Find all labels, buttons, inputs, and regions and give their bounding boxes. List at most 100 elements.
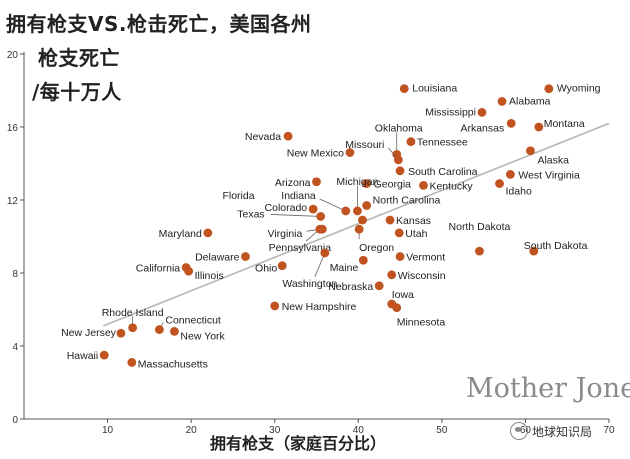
point-label: Nebraska <box>328 281 373 293</box>
y-tick-label: 8 <box>12 269 18 280</box>
point-label: Oregon <box>359 242 394 254</box>
y-tick-label: 16 <box>7 123 19 134</box>
point-label: Wyoming <box>557 83 601 95</box>
point-label: Mississippi <box>425 106 476 118</box>
point-label: Alabama <box>509 95 551 107</box>
data-point <box>385 215 395 225</box>
data-point <box>308 204 318 214</box>
point-label: Hawaii <box>67 350 99 362</box>
data-point <box>394 228 404 238</box>
point-label: New Hampshire <box>282 301 357 313</box>
point-label: Georgia <box>374 179 412 191</box>
trend-line <box>103 122 610 327</box>
data-point <box>529 246 539 256</box>
point-label: Minnesota <box>397 317 446 329</box>
data-point <box>170 327 179 336</box>
data-point <box>283 131 293 141</box>
point-label: Florida <box>222 190 254 202</box>
data-point <box>399 84 409 94</box>
point-label: Maryland <box>159 228 202 240</box>
data-point <box>544 84 554 94</box>
x-tick-label: 50 <box>436 425 448 436</box>
leader-line <box>270 214 321 217</box>
point-label: Oklahoma <box>375 122 423 134</box>
point-label: Kansas <box>396 215 431 227</box>
point-label: Wisconsin <box>398 270 446 282</box>
point-label: Vermont <box>406 252 445 264</box>
chart-title: 拥有枪支VS.枪击死亡，美国各州 <box>6 12 312 36</box>
data-point <box>534 122 544 132</box>
point-label: Utah <box>405 228 427 240</box>
data-point <box>387 270 397 280</box>
point-label: Alaska <box>537 155 569 167</box>
point-label: Pennsylvania <box>269 242 332 254</box>
data-point <box>358 255 368 265</box>
data-point <box>320 248 330 258</box>
point-label: North Carolina <box>373 194 441 206</box>
point-label: Missouri <box>345 139 384 151</box>
point-label: Maine <box>330 262 359 274</box>
point-label: Nevada <box>245 131 281 143</box>
data-point <box>184 266 194 276</box>
point-label: Kentucky <box>429 180 473 192</box>
point-label: Rhode Island <box>102 307 164 319</box>
data-point <box>154 325 164 334</box>
data-point <box>374 281 384 291</box>
point-label: Washington <box>282 278 337 290</box>
data-point <box>362 201 372 210</box>
data-point <box>270 301 280 311</box>
chart-subtitle-line2: /每十万人 <box>32 80 122 104</box>
data-point <box>395 166 405 176</box>
point-label: Connecticut <box>165 315 221 327</box>
data-point <box>495 179 504 188</box>
point-label: Indiana <box>281 190 316 202</box>
point-label: Arkansas <box>460 122 504 134</box>
x-tick-label: 30 <box>269 425 281 436</box>
data-point <box>316 212 326 221</box>
point-label: Idaho <box>506 186 532 198</box>
data-point <box>116 328 126 338</box>
brand-logo: Mother Jones <box>466 373 630 404</box>
data-point <box>362 179 372 188</box>
point-label: South Dakota <box>524 240 588 252</box>
data-point <box>128 323 138 333</box>
wechat-icon <box>510 422 528 440</box>
watermark-text: 地球知识局 <box>532 424 593 439</box>
point-label: Massachusetts <box>138 358 208 370</box>
point-label: New Jersey <box>61 327 117 339</box>
x-tick-label: 10 <box>102 425 114 436</box>
point-label: Iowa <box>392 289 414 301</box>
data-point <box>406 137 416 147</box>
data-point <box>395 252 405 261</box>
point-label: New York <box>180 330 225 342</box>
point-label: Illinois <box>195 270 224 282</box>
y-tick-label: 12 <box>7 196 19 207</box>
data-point <box>394 155 403 165</box>
y-tick-label: 0 <box>12 415 18 426</box>
data-point <box>99 350 109 360</box>
data-point <box>312 177 321 187</box>
point-label: Virginia <box>268 228 303 240</box>
point-label: Louisiana <box>412 83 457 95</box>
data-point <box>315 224 325 234</box>
point-label: Arizona <box>275 177 311 189</box>
chart-subtitle-line1: 枪支死亡 <box>38 46 120 70</box>
point-label: Ohio <box>255 263 277 275</box>
data-point <box>345 148 355 157</box>
data-point <box>477 108 487 117</box>
x-axis-title: 拥有枪支（家庭百分比） <box>210 434 387 453</box>
data-point <box>419 181 428 190</box>
data-point <box>277 261 287 271</box>
point-label: Michigan <box>336 176 378 188</box>
data-point <box>203 228 213 238</box>
data-point <box>506 118 516 128</box>
data-point <box>354 224 364 234</box>
leader-line <box>319 198 346 212</box>
y-tick-label: 20 <box>7 50 19 61</box>
data-point <box>526 146 535 156</box>
data-point <box>358 215 367 225</box>
point-label: Texas <box>237 208 264 220</box>
data-point <box>392 303 402 313</box>
point-label: New Mexico <box>287 148 344 160</box>
